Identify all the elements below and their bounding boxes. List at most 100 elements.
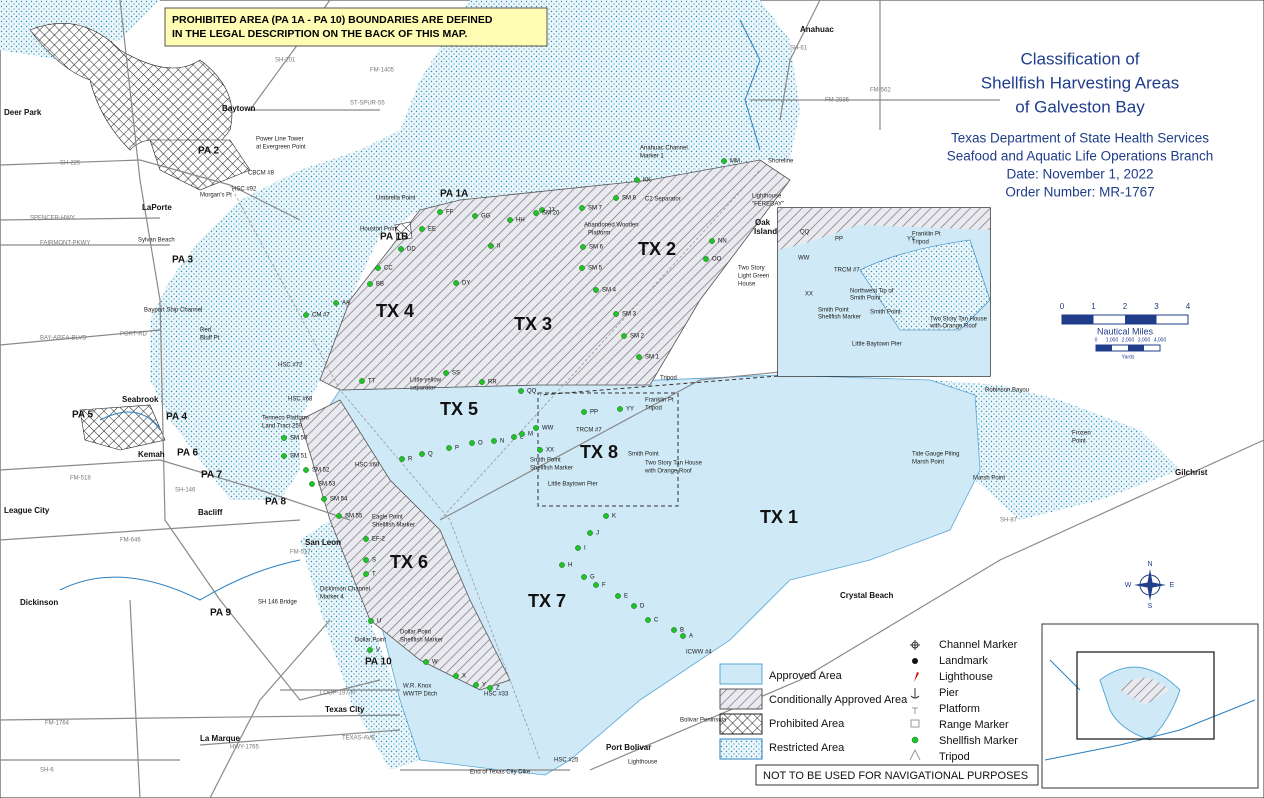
shellfish-marker <box>680 633 686 639</box>
shellfish-marker <box>621 333 627 339</box>
shellfish-marker <box>367 647 373 653</box>
feature-label: Tide Gauge Piling <box>912 452 959 458</box>
marker-label: B <box>680 628 684 634</box>
feature-label: Bolivar Peninsula <box>680 718 727 724</box>
feature-label: Power Line Tower <box>256 137 304 143</box>
shellfish-marker <box>359 378 365 384</box>
inset-label: Little Baytown Pier <box>852 342 902 348</box>
scale-unit: Nautical Miles <box>1097 326 1154 336</box>
feature-label: Eagle Point <box>372 515 403 521</box>
road-label: FM-562 <box>870 88 891 94</box>
zone-label: TX 8 <box>580 442 618 462</box>
legend-label: Channel Marker <box>939 639 1018 651</box>
inset-label: with Orange Roof <box>929 324 977 330</box>
marker-label: CC <box>384 266 393 272</box>
shellfish-marker <box>709 238 715 244</box>
feature-label: Smith Point <box>628 452 659 458</box>
inset-label: PP <box>835 237 843 243</box>
feature-label: with Orange Roof <box>644 469 692 475</box>
inset-label: YY <box>907 237 915 243</box>
shellfish-marker <box>533 425 539 431</box>
marker-label: AA <box>342 301 350 307</box>
road-label: ST-SPUR-55 <box>350 101 385 107</box>
feature-label: HSC #60 <box>355 463 380 469</box>
shellfish-marker <box>581 574 587 580</box>
shellfish-marker <box>539 207 545 213</box>
feature-label: Umbrella Point <box>376 196 416 202</box>
legend-label: Lighthouse <box>939 671 993 683</box>
feature-label: Two Story <box>738 266 765 272</box>
conditional-area <box>299 399 511 691</box>
prohibited-label: PA 2 <box>198 146 220 157</box>
shellfish-marker <box>631 603 637 609</box>
road-label: BAY-AREA-BLVD <box>40 336 87 342</box>
shellfish-marker <box>363 536 369 542</box>
marker-label: QQ <box>527 389 537 395</box>
town-label: Texas City <box>325 705 365 714</box>
marker-label: O <box>478 441 483 447</box>
marker-label: JJ <box>548 208 554 214</box>
shellfish-marker <box>472 213 478 219</box>
marker-label: SM 5 <box>588 266 603 272</box>
marker-label: I <box>584 546 586 552</box>
agency: Texas Department of State Health Service… <box>951 131 1209 146</box>
marker-label: SM 50 <box>290 436 308 442</box>
scale-unit: Yards <box>1122 354 1135 360</box>
shellfish-marker <box>671 627 677 633</box>
feature-label: Dickinson Channel <box>320 587 370 593</box>
shellfish-marker <box>303 467 309 473</box>
marker-label: MM <box>730 159 740 165</box>
prohibited-label: PA 6 <box>177 448 199 459</box>
legend-label: Platform <box>939 703 980 715</box>
marker-label: F <box>602 583 606 589</box>
shellfish-marker <box>281 435 287 441</box>
town-label: Deer Park <box>4 108 42 117</box>
zone-label: TX 3 <box>514 314 552 334</box>
marker-label: SM 6 <box>589 245 604 251</box>
compass-letter: E <box>1170 582 1175 589</box>
legend-label: Pier <box>939 687 959 699</box>
marker-label: OO <box>712 257 722 263</box>
town-label: Oak <box>755 218 771 227</box>
town-label: Baytown <box>222 104 255 113</box>
prohibited-label: PA 5 <box>72 410 94 421</box>
conditional-area <box>319 159 791 391</box>
shellfish-marker <box>559 562 565 568</box>
marker-label: H <box>568 563 572 569</box>
shellfish-marker <box>721 158 727 164</box>
road-label: LOOP-197-N <box>320 691 355 697</box>
locator-map <box>1041 623 1259 789</box>
feature-label: Dollar Point <box>355 638 386 644</box>
inset-label: Smith Point <box>818 308 849 314</box>
marker-label: PP <box>590 410 598 416</box>
road-label: SPENCER-HWY <box>30 216 75 222</box>
title: Shellfish Harvesting Areas <box>981 73 1179 92</box>
feature-label: Abandoned Wooden <box>584 223 639 229</box>
shellfish-marker <box>636 354 642 360</box>
marker-label: C <box>654 618 659 624</box>
marker-label: Y <box>482 683 486 689</box>
marker-label: M <box>528 432 533 438</box>
road-label: SH-146 <box>175 488 196 494</box>
town-label: Dickinson <box>20 598 58 607</box>
scale-tick: 4,000 <box>1154 337 1167 343</box>
marker-label: N <box>500 439 504 445</box>
agency: Date: November 1, 2022 <box>1006 167 1153 182</box>
shellfish-marker <box>363 571 369 577</box>
title: Classification of <box>1020 49 1139 68</box>
marker-label: WW <box>542 426 554 432</box>
feature-label: Shellfish Marker <box>400 638 443 644</box>
marker-label: NN <box>718 239 727 245</box>
feature-label: Houston Point <box>360 227 398 233</box>
marker-label: XX <box>546 448 554 454</box>
marker-label: U <box>377 619 381 625</box>
notice: IN THE LEGAL DESCRIPTION ON THE BACK OF … <box>172 28 467 40</box>
shellfish-marker <box>703 256 709 262</box>
marker-label: DD <box>407 247 416 253</box>
scale-tick: 0 <box>1060 302 1065 311</box>
marker-label: SM 2 <box>630 334 645 340</box>
feature-label: Morgan's Pt <box>200 193 232 199</box>
shellfish-marker <box>453 673 459 679</box>
